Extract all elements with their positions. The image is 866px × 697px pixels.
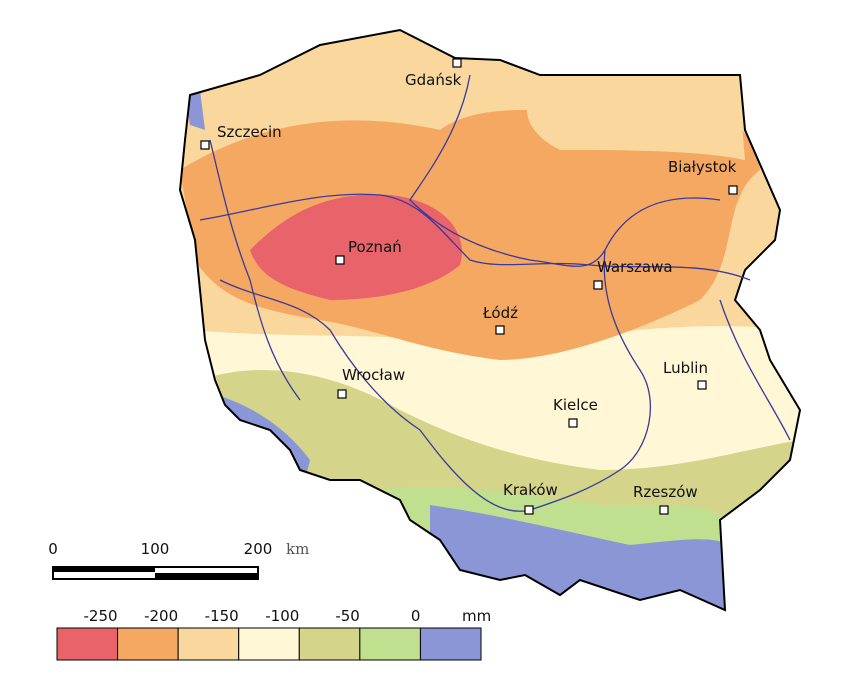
city-label: Rzeszów bbox=[633, 483, 698, 501]
city-marker bbox=[452, 58, 462, 68]
city-label: Lublin bbox=[663, 359, 708, 377]
legend-unit: mm bbox=[462, 607, 491, 625]
city-marker bbox=[200, 140, 210, 150]
border bbox=[178, 28, 802, 612]
city-label: Szczecin bbox=[217, 123, 282, 141]
legend-label: -150 bbox=[205, 607, 239, 625]
city-label: Łódź bbox=[482, 304, 518, 322]
zone bbox=[190, 390, 730, 610]
legend-label: -200 bbox=[144, 607, 178, 625]
city-marker bbox=[524, 505, 534, 515]
city-marker bbox=[495, 325, 505, 335]
city-label: Białystok bbox=[668, 158, 737, 176]
legend-swatch bbox=[56, 627, 119, 661]
legend-swatch bbox=[298, 627, 361, 661]
city-label: Wrocław bbox=[342, 366, 405, 384]
legend-swatch bbox=[419, 627, 482, 661]
legend-swatch bbox=[238, 627, 300, 661]
legend-label: -50 bbox=[335, 607, 360, 625]
legend-label: 0 bbox=[411, 607, 421, 625]
legend-label: -100 bbox=[265, 607, 299, 625]
scale-unit: km bbox=[286, 540, 309, 558]
city-label: Kraków bbox=[503, 481, 558, 499]
city-marker bbox=[697, 380, 707, 390]
scale-bar-segment bbox=[155, 573, 258, 579]
scale-label: 100 bbox=[141, 540, 170, 558]
legend-label: -250 bbox=[84, 607, 118, 625]
legend: mm -250 -200 -150 -100 -50 0 bbox=[56, 607, 491, 661]
scale-label: 0 bbox=[48, 540, 58, 558]
city-label: Gdańsk bbox=[405, 71, 462, 89]
legend-swatch bbox=[359, 627, 421, 661]
scale-bar: 0 100 200 km bbox=[48, 540, 309, 580]
city-marker bbox=[728, 185, 738, 195]
zone bbox=[250, 194, 462, 300]
scale-bar-segment bbox=[53, 567, 155, 572]
zone bbox=[330, 69, 745, 160]
city-label: Warszawa bbox=[597, 258, 673, 276]
city-marker bbox=[659, 505, 669, 515]
legend-swatch bbox=[117, 627, 179, 661]
cities: Szczecin Gdańsk Białystok Poznań Warszawa Łód… bbox=[200, 58, 738, 515]
scale-label: 200 bbox=[244, 540, 273, 558]
city-label: Poznań bbox=[348, 238, 402, 256]
city-marker bbox=[337, 389, 347, 399]
city-marker bbox=[593, 280, 603, 290]
city-label: Kielce bbox=[553, 396, 598, 414]
city-marker bbox=[568, 418, 578, 428]
city-marker bbox=[335, 255, 345, 265]
legend-swatch bbox=[177, 627, 240, 661]
